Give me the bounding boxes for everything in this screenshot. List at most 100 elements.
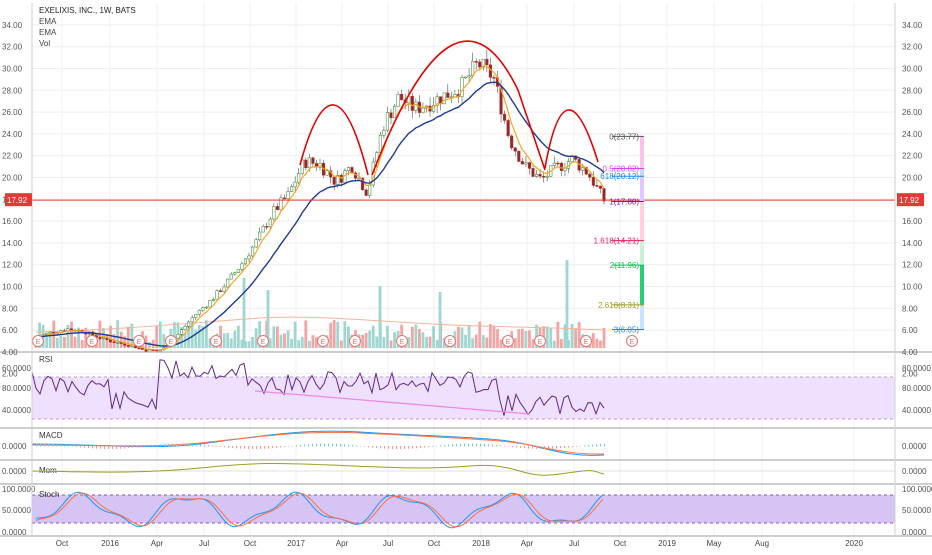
axes: 34.00 34.00 32.00 32.00 30.00 30.00 28.00 28.00… <box>2 3 924 548</box>
volume-bar <box>418 329 421 348</box>
time-tick-label: Jul <box>569 539 579 548</box>
earnings-marker-label: E <box>448 339 453 346</box>
rsi-tick-label: 80.0000 <box>902 384 931 393</box>
candle-body <box>520 161 524 165</box>
candle-body <box>506 120 510 137</box>
volume-bar <box>251 336 254 348</box>
time-tick-label: Oct <box>56 539 69 548</box>
price-tick-label-left: 24.00 <box>2 130 23 139</box>
macd-histogram-bar <box>308 444 310 447</box>
volume-ma-line <box>35 316 605 333</box>
volume-bar <box>77 327 80 348</box>
mom-line <box>31 462 605 476</box>
volume-bar <box>336 321 340 348</box>
macd-histogram-bar <box>104 446 106 449</box>
volume-bar <box>300 336 304 348</box>
indicator-label-ema-fast: EMA <box>39 17 57 26</box>
volume-bar <box>570 324 574 348</box>
macd-histogram-bar <box>332 443 334 447</box>
candle-body <box>581 167 585 171</box>
stoch-label: Stoch <box>39 490 59 499</box>
macd-histogram-bar <box>564 446 566 448</box>
candle-body <box>332 176 336 185</box>
candle-body <box>350 167 354 174</box>
candle-body <box>563 168 567 171</box>
macd-histogram-bar <box>212 445 214 447</box>
earnings-marker <box>502 335 514 347</box>
macd-histogram-bar <box>196 444 198 447</box>
candle-body <box>101 337 106 339</box>
earnings-marker-label: E <box>137 339 142 346</box>
volume-bar <box>499 339 503 348</box>
volume-bar <box>187 321 191 348</box>
volume-bars <box>34 260 606 348</box>
volume-bar <box>595 338 599 348</box>
macd-histogram-bar <box>400 446 402 449</box>
price-tick-label: 12.00 <box>902 261 923 270</box>
macd-histogram-bar <box>568 446 570 448</box>
candle-body <box>488 64 492 78</box>
macd-histogram-bar <box>252 446 254 449</box>
volume-bar <box>563 324 567 348</box>
candle-body <box>446 92 450 98</box>
macd-histogram-bar <box>428 446 430 448</box>
earnings-marker <box>396 335 408 347</box>
macd-histogram-bar <box>164 444 166 447</box>
candle-body <box>282 197 287 200</box>
candle-body <box>517 151 521 162</box>
candle-body <box>290 186 294 192</box>
macd-histogram-bar <box>392 446 394 449</box>
fib-extension[interactable]: 0(23.77) 0.5(20.82)618(20.12) 1(17.80) 1.61… <box>594 132 644 335</box>
earnings-marker <box>349 335 361 347</box>
price-tick-label: 10.00 <box>902 283 923 292</box>
macd-histogram-bar <box>188 443 190 447</box>
stoch-d-line <box>35 492 604 528</box>
volume-bar <box>279 334 283 348</box>
macd-histogram-bar <box>272 446 274 449</box>
candle-body <box>233 272 237 275</box>
volume-bar <box>478 321 482 348</box>
macd-histogram-bar <box>144 446 146 447</box>
fib-band <box>640 240 644 266</box>
volume-bar <box>471 338 475 348</box>
macd-histogram-bar <box>588 444 590 447</box>
macd-histogram-bar <box>476 443 478 447</box>
candle-body <box>268 218 272 228</box>
volume-bar <box>194 329 198 348</box>
macd-histogram-bar <box>180 443 182 447</box>
earnings-marker-label: E <box>321 339 326 346</box>
price-tick-label-left: 16.00 <box>2 217 23 226</box>
price-tick-label-left: 20.00 <box>2 174 23 183</box>
macd-histogram-bar <box>604 443 606 447</box>
earnings-marker <box>317 335 329 347</box>
volume-bar <box>201 326 205 348</box>
volume-bar <box>45 336 49 348</box>
ema-fast-line <box>35 65 605 351</box>
macd-histogram-bar <box>36 443 38 447</box>
macd-histogram-bar <box>140 446 142 447</box>
volume-bar <box>290 338 293 348</box>
candle-body <box>275 206 279 210</box>
macd-histogram-bar <box>136 446 138 448</box>
volume-bar <box>59 335 63 348</box>
earnings-marker <box>86 335 98 347</box>
candle-body <box>396 93 400 107</box>
volume-bar <box>382 337 386 348</box>
volume-bar <box>219 325 222 348</box>
macd-histogram-bar <box>76 446 78 447</box>
candle-body <box>542 176 546 178</box>
volume-bar <box>520 328 524 348</box>
macd-histogram-bar <box>296 445 298 447</box>
price-tick-label: 30.00 <box>902 65 923 74</box>
price-tick-label: 16.00 <box>902 217 923 226</box>
macd-histogram-bar <box>232 446 234 449</box>
candle-body <box>478 61 482 68</box>
macd-histogram-bar <box>44 443 46 447</box>
candle-body <box>527 162 532 169</box>
volume-bar <box>293 321 297 348</box>
last-price-tag-left <box>5 193 32 207</box>
price-tick-label-left: 4.00 <box>2 348 18 357</box>
earnings-marker-label: E <box>506 339 511 346</box>
candle-body <box>272 206 276 220</box>
